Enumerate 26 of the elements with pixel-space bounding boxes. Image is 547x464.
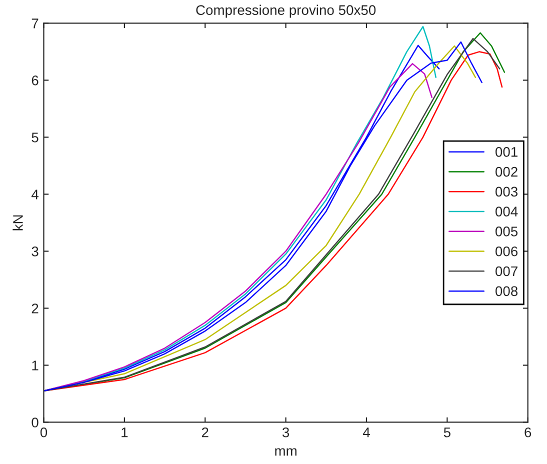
x-tick-label: 3	[282, 427, 290, 438]
y-tick-label: 5	[32, 132, 38, 142]
legend-label: 004	[496, 206, 518, 217]
x-axis-title: mm	[275, 448, 296, 456]
x-tick-label: 6	[524, 427, 532, 438]
legend-label: 002	[496, 166, 518, 177]
y-tick-label: 4	[31, 190, 38, 200]
y-tick-label: 3	[32, 246, 38, 256]
x-tick-label: 4	[362, 428, 370, 438]
y-axis-title: kN	[12, 215, 23, 230]
x-tick-label: 5	[444, 428, 450, 438]
legend-label: 008	[496, 286, 518, 296]
chart-title: Compressione provino 50x50	[196, 4, 376, 18]
legend-label: 001	[496, 146, 518, 157]
y-tick-label: 6	[32, 76, 38, 86]
y-tick-label: 1	[32, 360, 38, 370]
x-tick-label: 1	[122, 428, 128, 438]
y-tick-label: 2	[32, 304, 38, 314]
legend-label: 005	[496, 226, 518, 236]
legend-label: 006	[496, 246, 518, 256]
x-tick-label: 0	[40, 427, 48, 438]
x-tick-label: 2	[202, 427, 208, 438]
legend-label: 003	[496, 186, 518, 197]
y-tick-label: 7	[32, 18, 38, 28]
legend-label: 007	[496, 266, 518, 276]
y-tick-label: 0	[32, 418, 38, 428]
